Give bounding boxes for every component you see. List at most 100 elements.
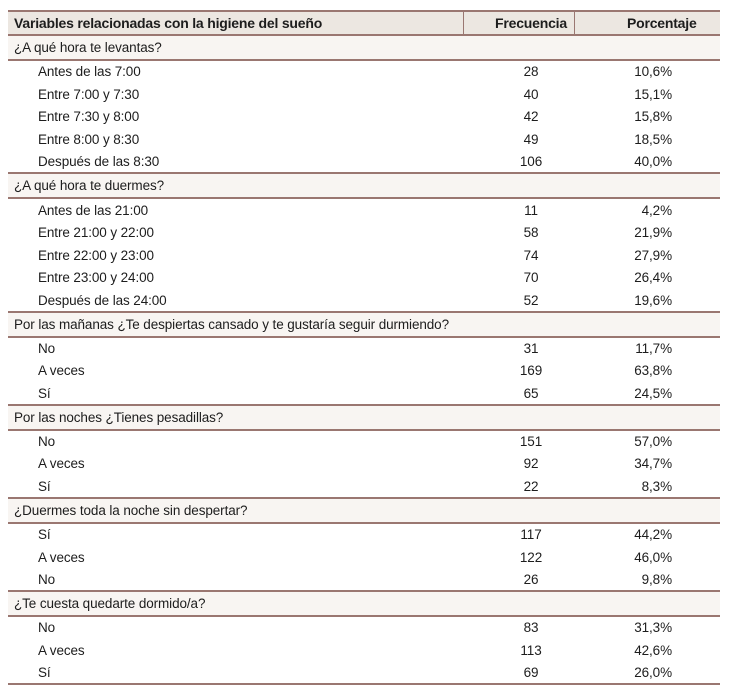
row-label: No <box>38 434 56 450</box>
row-label: Después de las 24:00 <box>38 292 167 308</box>
row-label: No <box>38 571 56 587</box>
table-row: No 83 31,3% <box>8 616 720 639</box>
row-label: Entre 8:00 y 8:30 <box>38 131 140 147</box>
row-label: No <box>38 341 56 357</box>
row-label: A veces <box>38 642 85 658</box>
row-label: Antes de las 7:00 <box>38 64 141 80</box>
row-percentage: 10,6% <box>634 64 672 80</box>
row-percentage: 46,0% <box>634 549 672 565</box>
table-row: A veces 92 34,7% <box>8 452 720 476</box>
row-label: No <box>38 620 56 636</box>
section-title: ¿A qué hora te duermes? <box>8 172 720 200</box>
table-row: Después de las 8:30 106 40,0% <box>8 150 720 174</box>
header-variable: Variables relacionadas con la higiene de… <box>8 11 463 36</box>
section-title: ¿Te cuesta quedarte dormido/a? <box>8 590 720 618</box>
table-row: A veces 169 63,8% <box>8 359 720 383</box>
table-row: Sí 65 24,5% <box>8 382 720 405</box>
header-percentage: Porcentaje <box>573 11 720 36</box>
section-title: ¿A qué hora te levantas? <box>8 34 720 61</box>
row-frequency: 83 <box>523 620 539 636</box>
table-row: A veces 122 46,0% <box>8 545 720 569</box>
table-row: Entre 21:00 y 22:00 58 21,9% <box>8 221 720 244</box>
table-row: Después de las 24:00 52 19,6% <box>8 289 720 312</box>
row-percentage: 42,6% <box>634 642 672 658</box>
row-frequency: 169 <box>519 363 543 379</box>
row-frequency: 69 <box>523 664 539 680</box>
section-row: ¿A qué hora te duermes? <box>8 172 720 200</box>
table-row: Entre 7:00 y 7:30 40 15,1% <box>8 82 720 106</box>
table-row: Sí 69 26,0% <box>8 661 720 685</box>
row-frequency: 49 <box>523 131 539 147</box>
row-percentage: 63,8% <box>634 363 672 379</box>
table-row: Entre 23:00 y 24:00 70 26,4% <box>8 266 720 290</box>
section-row: Por las mañanas ¿Te despiertas cansado y… <box>8 310 720 338</box>
table-row: A veces 113 42,6% <box>8 638 720 662</box>
row-percentage: 24,5% <box>634 385 672 401</box>
row-frequency: 113 <box>520 642 542 658</box>
row-label: Sí <box>38 664 51 680</box>
row-percentage: 26,4% <box>634 270 672 286</box>
section-row: Por las noches ¿Tienes pesadillas? <box>8 403 720 431</box>
row-percentage: 19,6% <box>634 292 672 308</box>
row-frequency: 74 <box>523 247 539 263</box>
row-frequency: 122 <box>519 549 543 565</box>
row-percentage: 40,0% <box>634 154 672 170</box>
row-percentage: 27,9% <box>634 247 672 263</box>
table-row: Sí 22 8,3% <box>8 475 720 498</box>
row-frequency: 11 <box>524 202 538 218</box>
table-row: Antes de las 21:00 11 4,2% <box>8 198 720 222</box>
row-label: Sí <box>38 478 51 494</box>
row-label: A veces <box>38 549 85 565</box>
row-frequency: 92 <box>523 456 539 472</box>
row-label: Sí <box>38 527 51 543</box>
table-row: No 26 9,8% <box>8 568 720 592</box>
row-frequency: 40 <box>523 86 539 102</box>
row-frequency: 106 <box>519 154 543 170</box>
row-label: Después de las 8:30 <box>38 154 160 170</box>
row-percentage: 11,7% <box>635 341 672 357</box>
table-header-row: Variables relacionadas con la higiene de… <box>8 11 720 36</box>
row-frequency: 42 <box>523 109 539 125</box>
row-percentage: 21,9% <box>634 224 672 240</box>
table-row: Entre 8:00 y 8:30 49 18,5% <box>8 128 720 151</box>
row-label: A veces <box>38 456 85 472</box>
row-label: Entre 7:00 y 7:30 <box>38 86 140 102</box>
table-row: Entre 7:30 y 8:00 42 15,8% <box>8 105 720 129</box>
row-percentage: 18,5% <box>634 131 672 147</box>
row-label: A veces <box>38 363 85 379</box>
row-frequency: 117 <box>520 527 542 543</box>
row-frequency: 70 <box>523 270 539 286</box>
section-row: ¿Te cuesta quedarte dormido/a? <box>8 590 720 618</box>
row-percentage: 15,8% <box>634 109 672 125</box>
header-frequency: Frecuencia <box>462 11 574 36</box>
section-title: ¿Duermes toda la noche sin despertar? <box>8 497 720 524</box>
row-label: Antes de las 21:00 <box>38 202 149 218</box>
section-row: ¿A qué hora te levantas? <box>8 34 720 61</box>
row-percentage: 44,2% <box>634 527 672 543</box>
row-label: Entre 22:00 y 23:00 <box>38 247 154 263</box>
table-row: Sí 117 44,2% <box>8 523 720 546</box>
row-frequency: 52 <box>523 292 539 308</box>
row-label: Entre 23:00 y 24:00 <box>38 270 154 286</box>
table-row: No 31 11,7% <box>8 336 720 360</box>
row-label: Sí <box>38 385 51 401</box>
row-frequency: 151 <box>519 434 543 450</box>
row-percentage: 26,0% <box>634 664 672 680</box>
row-percentage: 9,8% <box>641 571 672 587</box>
row-frequency: 28 <box>523 64 539 80</box>
table-body: Variables relacionadas con la higiene de… <box>8 11 720 685</box>
row-percentage: 8,3% <box>641 478 672 494</box>
row-percentage: 34,7% <box>634 456 672 472</box>
table-row: No 151 57,0% <box>8 429 720 453</box>
row-frequency: 31 <box>523 341 539 357</box>
table-row: Entre 22:00 y 23:00 74 27,9% <box>8 243 720 267</box>
sleep-hygiene-table: Variables relacionadas con la higiene de… <box>8 10 720 686</box>
table-row: Antes de las 7:00 28 10,6% <box>8 60 720 83</box>
row-percentage: 57,0% <box>634 434 672 450</box>
row-percentage: 31,3% <box>634 620 672 636</box>
row-label: Entre 7:30 y 8:00 <box>38 109 140 125</box>
row-frequency: 22 <box>523 478 539 494</box>
row-percentage: 4,2% <box>641 202 672 218</box>
section-row: ¿Duermes toda la noche sin despertar? <box>8 497 720 524</box>
